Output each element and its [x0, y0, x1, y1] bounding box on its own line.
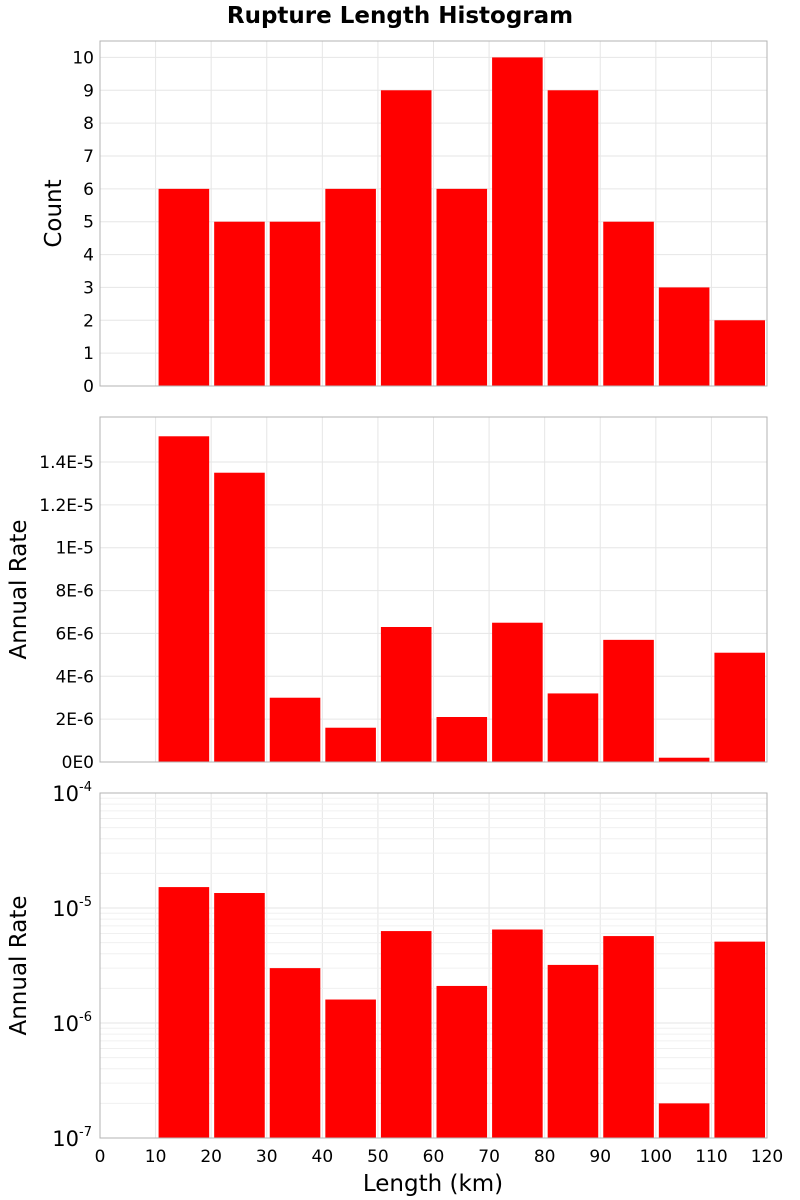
bar — [380, 931, 432, 1138]
bar — [380, 627, 432, 762]
y-tick-label: 1.4E-5 — [39, 453, 94, 473]
y-tick-label: 3 — [83, 278, 94, 298]
bar — [325, 727, 376, 762]
bar — [436, 717, 488, 762]
y-axis-label: Annual Rate — [6, 520, 32, 660]
bar — [158, 436, 210, 762]
x-axis-label: Length (km) — [363, 1171, 503, 1197]
bar — [269, 221, 321, 386]
x-tick-label: 20 — [200, 1147, 222, 1167]
plot-frame — [99, 416, 768, 763]
x-tick-label: 120 — [751, 1147, 783, 1167]
y-tick-label: 6 — [83, 180, 94, 200]
panel-1: 0 1 2 3 4 5 6 7 8 9 10 Count — [41, 40, 768, 397]
y-tick-label: 8E-6 — [55, 582, 94, 602]
y-tick-label: 0E0 — [62, 753, 94, 773]
bar — [658, 287, 710, 386]
bar — [603, 221, 654, 386]
y-tick-label: 4 — [83, 246, 94, 266]
bar — [547, 964, 599, 1138]
y-tick-label: 10-4 — [52, 780, 92, 806]
y-tick-label: 1 — [83, 344, 94, 364]
bar — [547, 693, 599, 762]
y-tick-label: 6E-6 — [55, 624, 94, 644]
y-tick-label: 4E-6 — [55, 667, 94, 687]
panel-2: 0E0 2E-6 4E-6 6E-6 8E-6 1E-5 1.2E-5 1.4E-5 Annua… — [6, 416, 768, 773]
y-tick-label: 10-6 — [52, 1010, 92, 1036]
x-tick-label: 0 — [95, 1147, 106, 1167]
chart-title: Rupture Length Histogram — [227, 3, 573, 29]
x-tick-label: 80 — [534, 1147, 556, 1167]
y-tick-label: 2 — [83, 311, 94, 331]
bar — [158, 188, 210, 386]
plot-frame — [99, 792, 768, 1139]
bar — [158, 887, 210, 1138]
bar — [214, 893, 265, 1138]
y-tick-label: 7 — [83, 147, 94, 167]
y-tick-label: 0 — [83, 377, 94, 397]
y-tick-label: 9 — [83, 81, 94, 101]
x-tick-label: 40 — [312, 1147, 334, 1167]
bar — [714, 652, 765, 762]
bar — [436, 985, 488, 1138]
y-tick-label: 1E-5 — [55, 539, 94, 559]
bar — [269, 968, 321, 1138]
bar — [658, 757, 710, 762]
x-tick-label: 110 — [695, 1147, 727, 1167]
x-tick-label: 10 — [145, 1147, 167, 1167]
plot-frame — [99, 40, 768, 387]
bar — [214, 221, 265, 386]
y-tick-label: 10-5 — [52, 895, 92, 921]
x-tick-label: 70 — [478, 1147, 500, 1167]
bar — [658, 1103, 710, 1138]
x-tick-label: 100 — [640, 1147, 672, 1167]
y-axis-label: Count — [41, 179, 67, 247]
x-tick-label: 30 — [256, 1147, 278, 1167]
bar — [492, 57, 543, 387]
bar — [714, 320, 765, 386]
chart-panels: 0 1 2 3 4 5 6 7 8 9 10 Count 0E0 2E-6 4E-6 6E-6 8E-6 1E-5… — [6, 40, 783, 1167]
y-tick-label: 10-7 — [52, 1125, 92, 1151]
bar — [214, 472, 265, 762]
bar — [714, 941, 765, 1138]
bar — [603, 639, 654, 762]
bar — [492, 929, 543, 1138]
y-tick-label: 8 — [83, 114, 94, 134]
y-tick-label: 10 — [72, 48, 94, 68]
y-tick-label: 5 — [83, 213, 94, 233]
bar — [325, 188, 376, 386]
x-tick-label: 90 — [589, 1147, 611, 1167]
y-tick-label: 2E-6 — [55, 710, 94, 730]
y-tick-label: 1.2E-5 — [39, 496, 94, 516]
bar — [492, 622, 543, 762]
panel-3: 10-7 10-6 10-5 10-4 Annual Rate — [6, 780, 768, 1151]
bar — [436, 188, 488, 386]
y-axis-label: Annual Rate — [6, 896, 32, 1036]
bar — [380, 90, 432, 387]
bar — [547, 90, 599, 387]
bar — [325, 999, 376, 1138]
x-tick-label: 50 — [367, 1147, 389, 1167]
bar — [269, 697, 321, 762]
bar — [603, 936, 654, 1138]
x-tick-label: 60 — [423, 1147, 445, 1167]
